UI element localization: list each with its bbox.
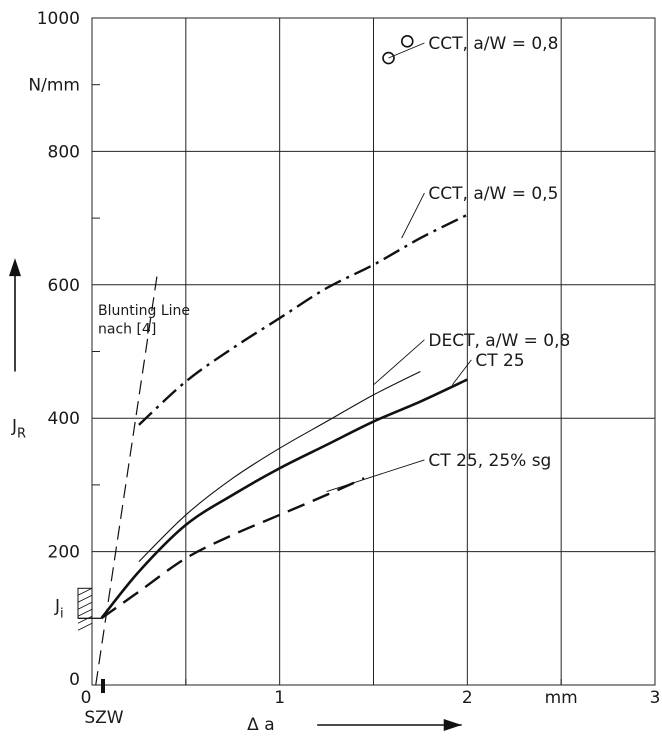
data-point-cct-08 (382, 51, 395, 65)
blunting-line-label: Blunting Line (98, 303, 190, 319)
ji-hatch-line (77, 608, 93, 617)
y-axis-arrow-head (9, 258, 21, 277)
annotations: Blunting Line nach [4] CCT, a/W = 0,8 CCT, … (98, 34, 570, 492)
series-leader-line (326, 459, 425, 492)
ji-label-sub: i (60, 607, 64, 622)
ji-hatch-line (77, 594, 93, 603)
ji-hatch-line (77, 601, 93, 610)
axis-ticks: 0 200 400 600 800 1000 N/mm 0 1 2 3 mm SZW Δ a JR Ji (9, 9, 660, 735)
szw-marker (101, 679, 105, 693)
y-axis-title: JR (11, 417, 26, 442)
series-leader-line (373, 339, 425, 386)
y-tick-label: 0 (69, 670, 80, 690)
x-unit-label: mm (545, 688, 578, 708)
series-label: CT 25, 25% sg (428, 451, 551, 471)
y-tick-label: 800 (48, 142, 80, 162)
y-tick-label: 200 (48, 543, 80, 563)
x-tick-label: 3 (650, 688, 661, 708)
blunting-line-label-2: nach [4] (98, 321, 156, 337)
y-axis-title-sub: R (17, 427, 26, 442)
series-leader-line (388, 42, 425, 59)
y-tick-label: 400 (48, 409, 80, 429)
series-line (100, 477, 365, 620)
x-tick-label: 2 (462, 688, 473, 708)
series-label: CCT, a/W = 0,8 (428, 34, 558, 54)
series-group (95, 35, 468, 686)
y-tick-label: 600 (48, 276, 80, 296)
data-point-cct-08 (400, 35, 414, 48)
series-leader-line (451, 359, 472, 386)
y-tick-label: 1000 (37, 9, 80, 29)
plot-grid (91, 17, 656, 686)
ji-hatch-line (77, 587, 93, 596)
series-leader-line (401, 192, 425, 239)
series-line (100, 378, 468, 620)
series-label: DECT, a/W = 0,8 (428, 331, 570, 351)
y-unit-label: N/mm (28, 76, 80, 96)
x-axis-arrow-head (443, 719, 462, 731)
x-tick-label: 1 (274, 688, 285, 708)
x-tick-label: 0 (81, 688, 92, 708)
szw-label: SZW (84, 708, 123, 728)
ji-hatch-line (77, 622, 93, 631)
series-label: CCT, a/W = 0,5 (428, 184, 558, 204)
ji-label: Ji (54, 597, 64, 622)
series-line (138, 213, 468, 426)
series-label: CT 25 (475, 351, 524, 371)
ji-hatch-line (77, 615, 93, 624)
series-line (138, 371, 421, 562)
x-axis-title: Δ a (247, 715, 274, 735)
